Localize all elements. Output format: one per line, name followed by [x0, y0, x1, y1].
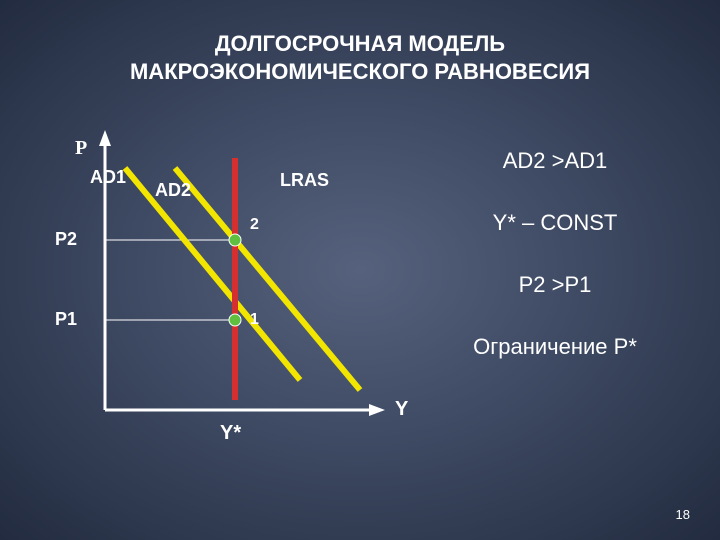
- chart-labels-layer: PYAD1AD2LRASY*P1P212: [80, 130, 420, 480]
- axis-label-y: Y: [395, 398, 408, 421]
- axis-label-p: P: [75, 137, 87, 160]
- slide-title: ДОЛГОСРОЧНАЯ МОДЕЛЬ МАКРОЭКОНОМИЧЕСКОГО …: [0, 30, 720, 85]
- curve-label-ad2: AD2: [155, 180, 191, 201]
- side-statement: AD2 >AD1: [425, 140, 685, 182]
- tick-label-p1: P1: [55, 309, 77, 330]
- curve-label-lras: LRAS: [280, 170, 329, 191]
- tick-label-p2: P2: [55, 229, 77, 250]
- curve-label-ad1: AD1: [90, 167, 126, 188]
- page-number: 18: [676, 507, 690, 522]
- side-statements: AD2 >AD1 Y* – CONST P2 >P1 Ограничение Р*: [425, 140, 685, 388]
- tick-label-ystar: Y*: [220, 422, 241, 445]
- side-statement: Y* – CONST: [425, 202, 685, 244]
- point-label-1: 1: [250, 311, 259, 329]
- side-statement: Ограничение Р*: [425, 326, 685, 368]
- point-label-2: 2: [250, 216, 259, 234]
- side-statement: P2 >P1: [425, 264, 685, 306]
